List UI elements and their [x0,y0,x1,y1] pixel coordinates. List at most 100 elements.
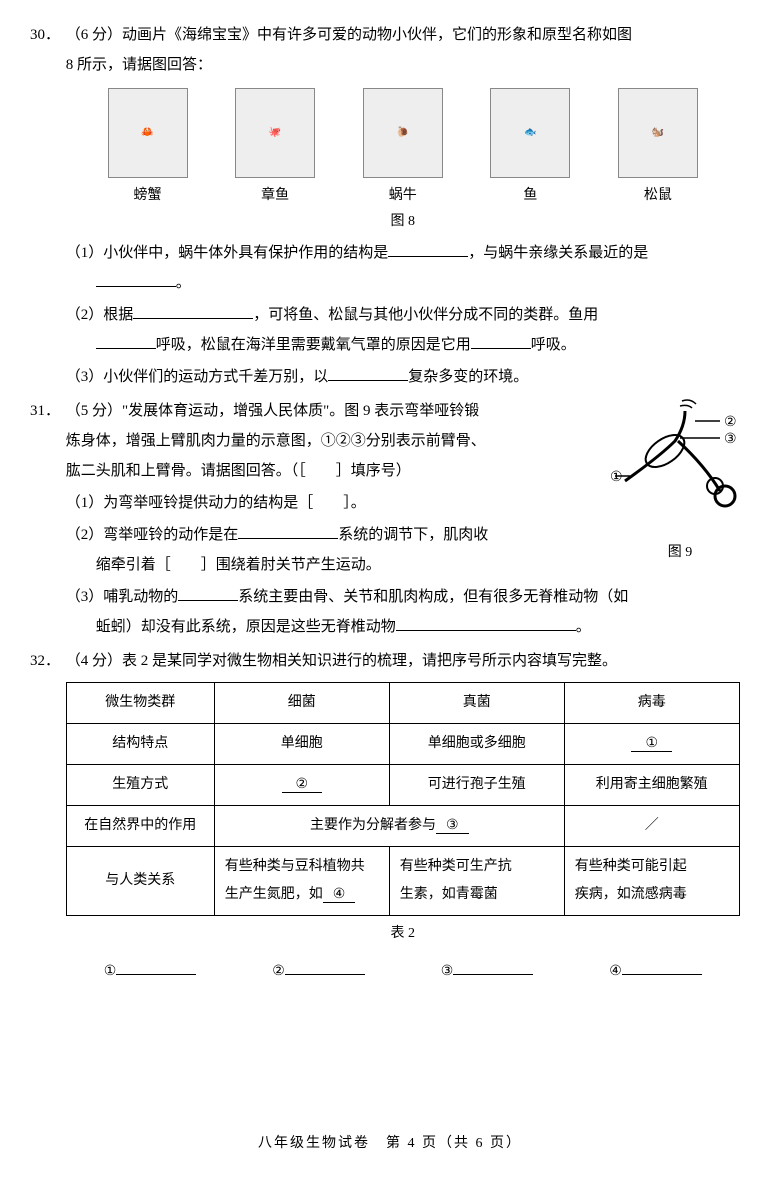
table-cell: 细菌 [214,683,389,724]
q32-stem: 表 2 是某同学对微生物相关知识进行的梳理，请把序号所示内容填写完整。 [122,653,617,669]
fill-item: ② [272,958,365,986]
q32-body: （4 分）表 2 是某同学对微生物相关知识进行的梳理，请把序号所示内容填写完整。… [66,646,740,986]
blank[interactable] [471,333,531,350]
q30-p2-a: （2）根据 [66,307,134,323]
table-cell: ② [214,765,389,806]
table-cell: 微生物类群 [66,683,214,724]
q31-part3: （3）哺乳动物的 系统主要由骨、关节和肌肉构成，但有很多无脊椎动物（如 蚯蚓）却没… [66,582,740,642]
table-cell: 主要作为分解者参与③ [214,806,564,847]
fish-label: 鱼 [490,182,570,210]
table-row: 与人类关系 有些种类与豆科植物共 生产生氮肥，如④ 有些种类可生产抗 生素，如青… [66,847,739,916]
table-cell: 病毒 [564,683,739,724]
blank[interactable] [328,365,408,382]
blank[interactable] [96,271,176,288]
q30-body: （6 分）动画片《海绵宝宝》中有许多可爱的动物小伙伴，它们的形象和原型名称如图 … [66,20,740,392]
table-cell: 与人类关系 [66,847,214,916]
q30-number: 30． [30,20,62,50]
q31-p3-a: （3）哺乳动物的 [66,589,179,605]
q31-number: 31． [30,396,62,426]
fish-image: 🐟 [490,88,570,178]
question-31: ① ② ③ 图 9 31． （5 分）"发展体育运动，增强人民体质"。图 9 表… [30,396,740,642]
table-row: 结构特点 单细胞 单细胞或多细胞 ① [66,724,739,765]
table-cell: ／ [564,806,739,847]
svg-text:②: ② [724,415,737,430]
q30-p3-b: 复杂多变的环境。 [408,369,528,385]
q31-stem-a: "发展体育运动，增强人民体质"。图 9 表示弯举哑铃锻 [122,403,479,419]
blank[interactable] [96,333,156,350]
fill-1[interactable]: ① [631,736,672,752]
svg-text:①: ① [610,470,623,485]
blank[interactable] [622,960,702,975]
q30-p3-a: （3）小伙伴们的运动方式千差万别，以 [66,369,329,385]
q30-part3: （3）小伙伴们的运动方式千差万别，以 复杂多变的环境。 [66,362,740,392]
table-cell: 有些种类可能引起 疾病，如流感病毒 [564,847,739,916]
blank[interactable] [133,303,253,320]
table-cell: 在自然界中的作用 [66,806,214,847]
blank[interactable] [285,960,365,975]
q31-p2-b: 系统的调节下，肌肉收 [338,527,488,543]
fill-item: ① [104,958,197,986]
q30-part1: （1）小伙伴中，蜗牛体外具有保护作用的结构是 ，与蜗牛亲缘关系最近的是 。 [66,238,740,298]
table-row: 生殖方式 ② 可进行孢子生殖 利用寄主细胞繁殖 [66,765,739,806]
crab-image: 🦀 [108,88,188,178]
table-cell: 单细胞 [214,724,389,765]
table-cell: 可进行孢子生殖 [389,765,564,806]
blank[interactable] [388,241,468,258]
figure-9: ① ② ③ 图 9 [610,396,750,567]
svg-text:③: ③ [724,432,737,447]
page-footer: 八年级生物试卷 第 4 页（共 6 页） [0,1130,780,1158]
q31-p3-b: 系统主要由骨、关节和肌肉构成，但有很多无脊椎动物（如 [238,589,628,605]
fill-item: ④ [609,958,702,986]
squirrel-label: 松鼠 [618,182,698,210]
figure-9-caption: 图 9 [610,539,750,567]
table-cell: ① [564,724,739,765]
table-2-caption: 表 2 [66,920,740,948]
blank[interactable] [238,523,338,540]
character-octopus: 🐙 章鱼 [235,88,315,210]
crab-label: 螃蟹 [108,182,188,210]
blank[interactable] [453,960,533,975]
fill-2[interactable]: ② [282,777,323,793]
fill-3[interactable]: ③ [436,818,469,834]
q30-part2: （2）根据 ，可将鱼、松鼠与其他小伙伴分成不同的类群。鱼用 呼吸，松鼠在海洋里需要… [66,300,740,360]
character-crab: 🦀 螃蟹 [108,88,188,210]
table-row: 在自然界中的作用 主要作为分解者参与③ ／ [66,806,739,847]
q32-points: （4 分） [66,653,122,669]
question-30: 30． （6 分）动画片《海绵宝宝》中有许多可爱的动物小伙伴，它们的形象和原型名… [30,20,740,392]
q30-p2-b: ，可将鱼、松鼠与其他小伙伴分成不同的类群。鱼用 [253,307,598,323]
blank[interactable] [178,585,238,602]
q31-stem-b: 炼身体，增强上臂肌肉力量的示意图，①②③分别表示前臂骨、 [66,426,596,456]
fill-answers-row: ① ② ③ ④ [66,958,740,986]
q30-p1-b: ，与蜗牛亲缘关系最近的是 [468,245,648,261]
table-cell: 有些种类可生产抗 生素，如青霉菌 [389,847,564,916]
q30-p1-a: （1）小伙伴中，蜗牛体外具有保护作用的结构是 [66,245,389,261]
q30-p1-c: 。 [176,275,191,291]
question-32: 32． （4 分）表 2 是某同学对微生物相关知识进行的梳理，请把序号所示内容填… [30,646,740,986]
q31-part2: （2）弯举哑铃的动作是在系统的调节下，肌肉收 缩牵引着［ ］围绕着肘关节产生运动… [66,520,596,580]
q30-stem-b: 8 所示，请据图回答： [66,50,740,80]
q30-p2-c: 呼吸，松鼠在海洋里需要戴氧气罩的原因是它用 [156,337,471,353]
q30-points: （6 分） [66,27,122,43]
table-cell: 单细胞或多细胞 [389,724,564,765]
q32-number: 32． [30,646,62,676]
characters-row: 🦀 螃蟹 🐙 章鱼 🐌 蜗牛 🐟 鱼 🐿️ 松鼠 [84,88,722,210]
q30-stem-a: 动画片《海绵宝宝》中有许多可爱的动物小伙伴，它们的形象和原型名称如图 [122,27,632,43]
blank[interactable] [396,615,576,632]
table-cell: 真菌 [389,683,564,724]
snail-image: 🐌 [363,88,443,178]
q31-points: （5 分） [66,403,122,419]
arm-diagram-icon: ① ② ③ [610,396,750,526]
squirrel-image: 🐿️ [618,88,698,178]
q31-p3-c: 蚯蚓）却没有此系统，原因是这些无脊椎动物 [96,619,396,635]
octopus-image: 🐙 [235,88,315,178]
character-squirrel: 🐿️ 松鼠 [618,88,698,210]
character-snail: 🐌 蜗牛 [363,88,443,210]
character-fish: 🐟 鱼 [490,88,570,210]
q31-p2-a: （2）弯举哑铃的动作是在 [66,527,239,543]
blank[interactable] [116,960,196,975]
fill-4[interactable]: ④ [323,887,356,903]
table-row: 微生物类群 细菌 真菌 病毒 [66,683,739,724]
q30-p2-d: 呼吸。 [531,337,576,353]
table-cell: 生殖方式 [66,765,214,806]
figure-8-caption: 图 8 [66,208,740,236]
